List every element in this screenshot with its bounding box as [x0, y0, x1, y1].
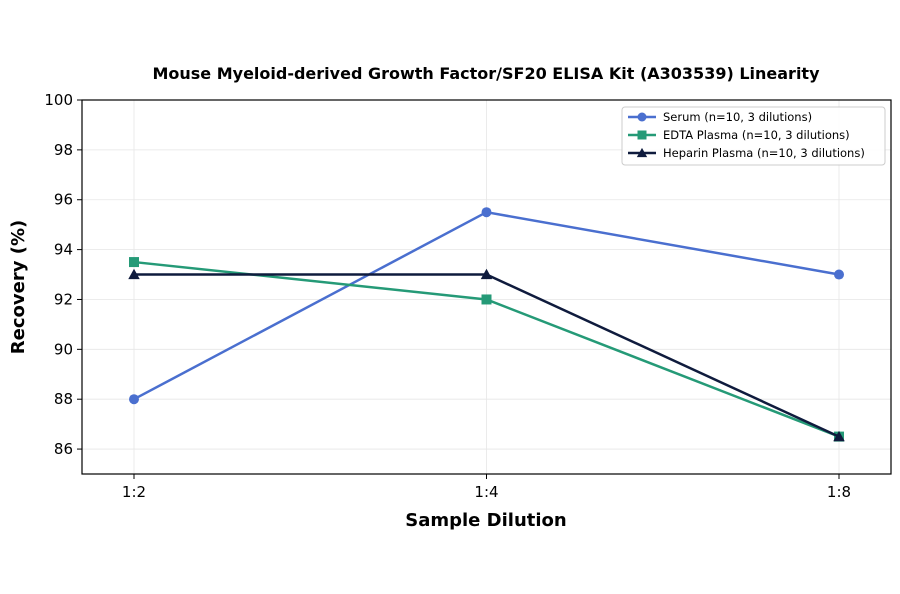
legend-label: EDTA Plasma (n=10, 3 dilutions) [663, 128, 850, 142]
y-tick-label: 92 [54, 290, 73, 308]
legend: Serum (n=10, 3 dilutions) EDTA Plasma (n=… [621, 106, 886, 166]
legend-label: Serum (n=10, 3 dilutions) [663, 110, 812, 124]
legend-frame [621, 106, 886, 166]
data-point [128, 268, 140, 280]
data-point [833, 430, 845, 442]
y-tick-label: 94 [54, 241, 73, 259]
x-tick-label: 1:8 [827, 483, 851, 501]
data-point [129, 257, 139, 268]
legend-item: Heparin Plasma (n=10, 3 dilutions) [628, 146, 865, 160]
x-axis-label: Sample Dilution [405, 510, 566, 531]
chart-title: Mouse Myeloid-derived Growth Factor/SF20… [152, 64, 820, 83]
legend-item: EDTA Plasma (n=10, 3 dilutions) [628, 128, 850, 142]
series-3 [128, 268, 845, 442]
y-tick-label: 86 [54, 440, 73, 458]
data-point [637, 112, 647, 122]
y-axis-label: Recovery (%) [8, 220, 29, 354]
x-tick-label: 1:4 [474, 483, 498, 501]
data-point [637, 130, 647, 140]
y-tick-label: 100 [44, 91, 73, 109]
data-point [129, 394, 139, 405]
x-tick-label: 1:2 [122, 483, 146, 501]
y-tick-label: 96 [54, 191, 73, 209]
legend-label: Heparin Plasma (n=10, 3 dilutions) [663, 146, 865, 160]
data-point [636, 147, 648, 158]
y-tick-label: 90 [54, 340, 73, 358]
data-point [481, 294, 492, 305]
y-tick-label: 88 [54, 390, 73, 408]
data-point [480, 268, 493, 280]
y-tick-label: 98 [54, 141, 73, 159]
series-1 [129, 207, 844, 405]
data-point [481, 207, 492, 218]
legend-item: Serum (n=10, 3 dilutions) [628, 110, 812, 124]
tick-layer: 86 88 90 92 94 96 98 100 1:2 1:4 1:8 [44, 91, 851, 501]
data-point [834, 269, 844, 280]
series-layer [128, 207, 845, 442]
